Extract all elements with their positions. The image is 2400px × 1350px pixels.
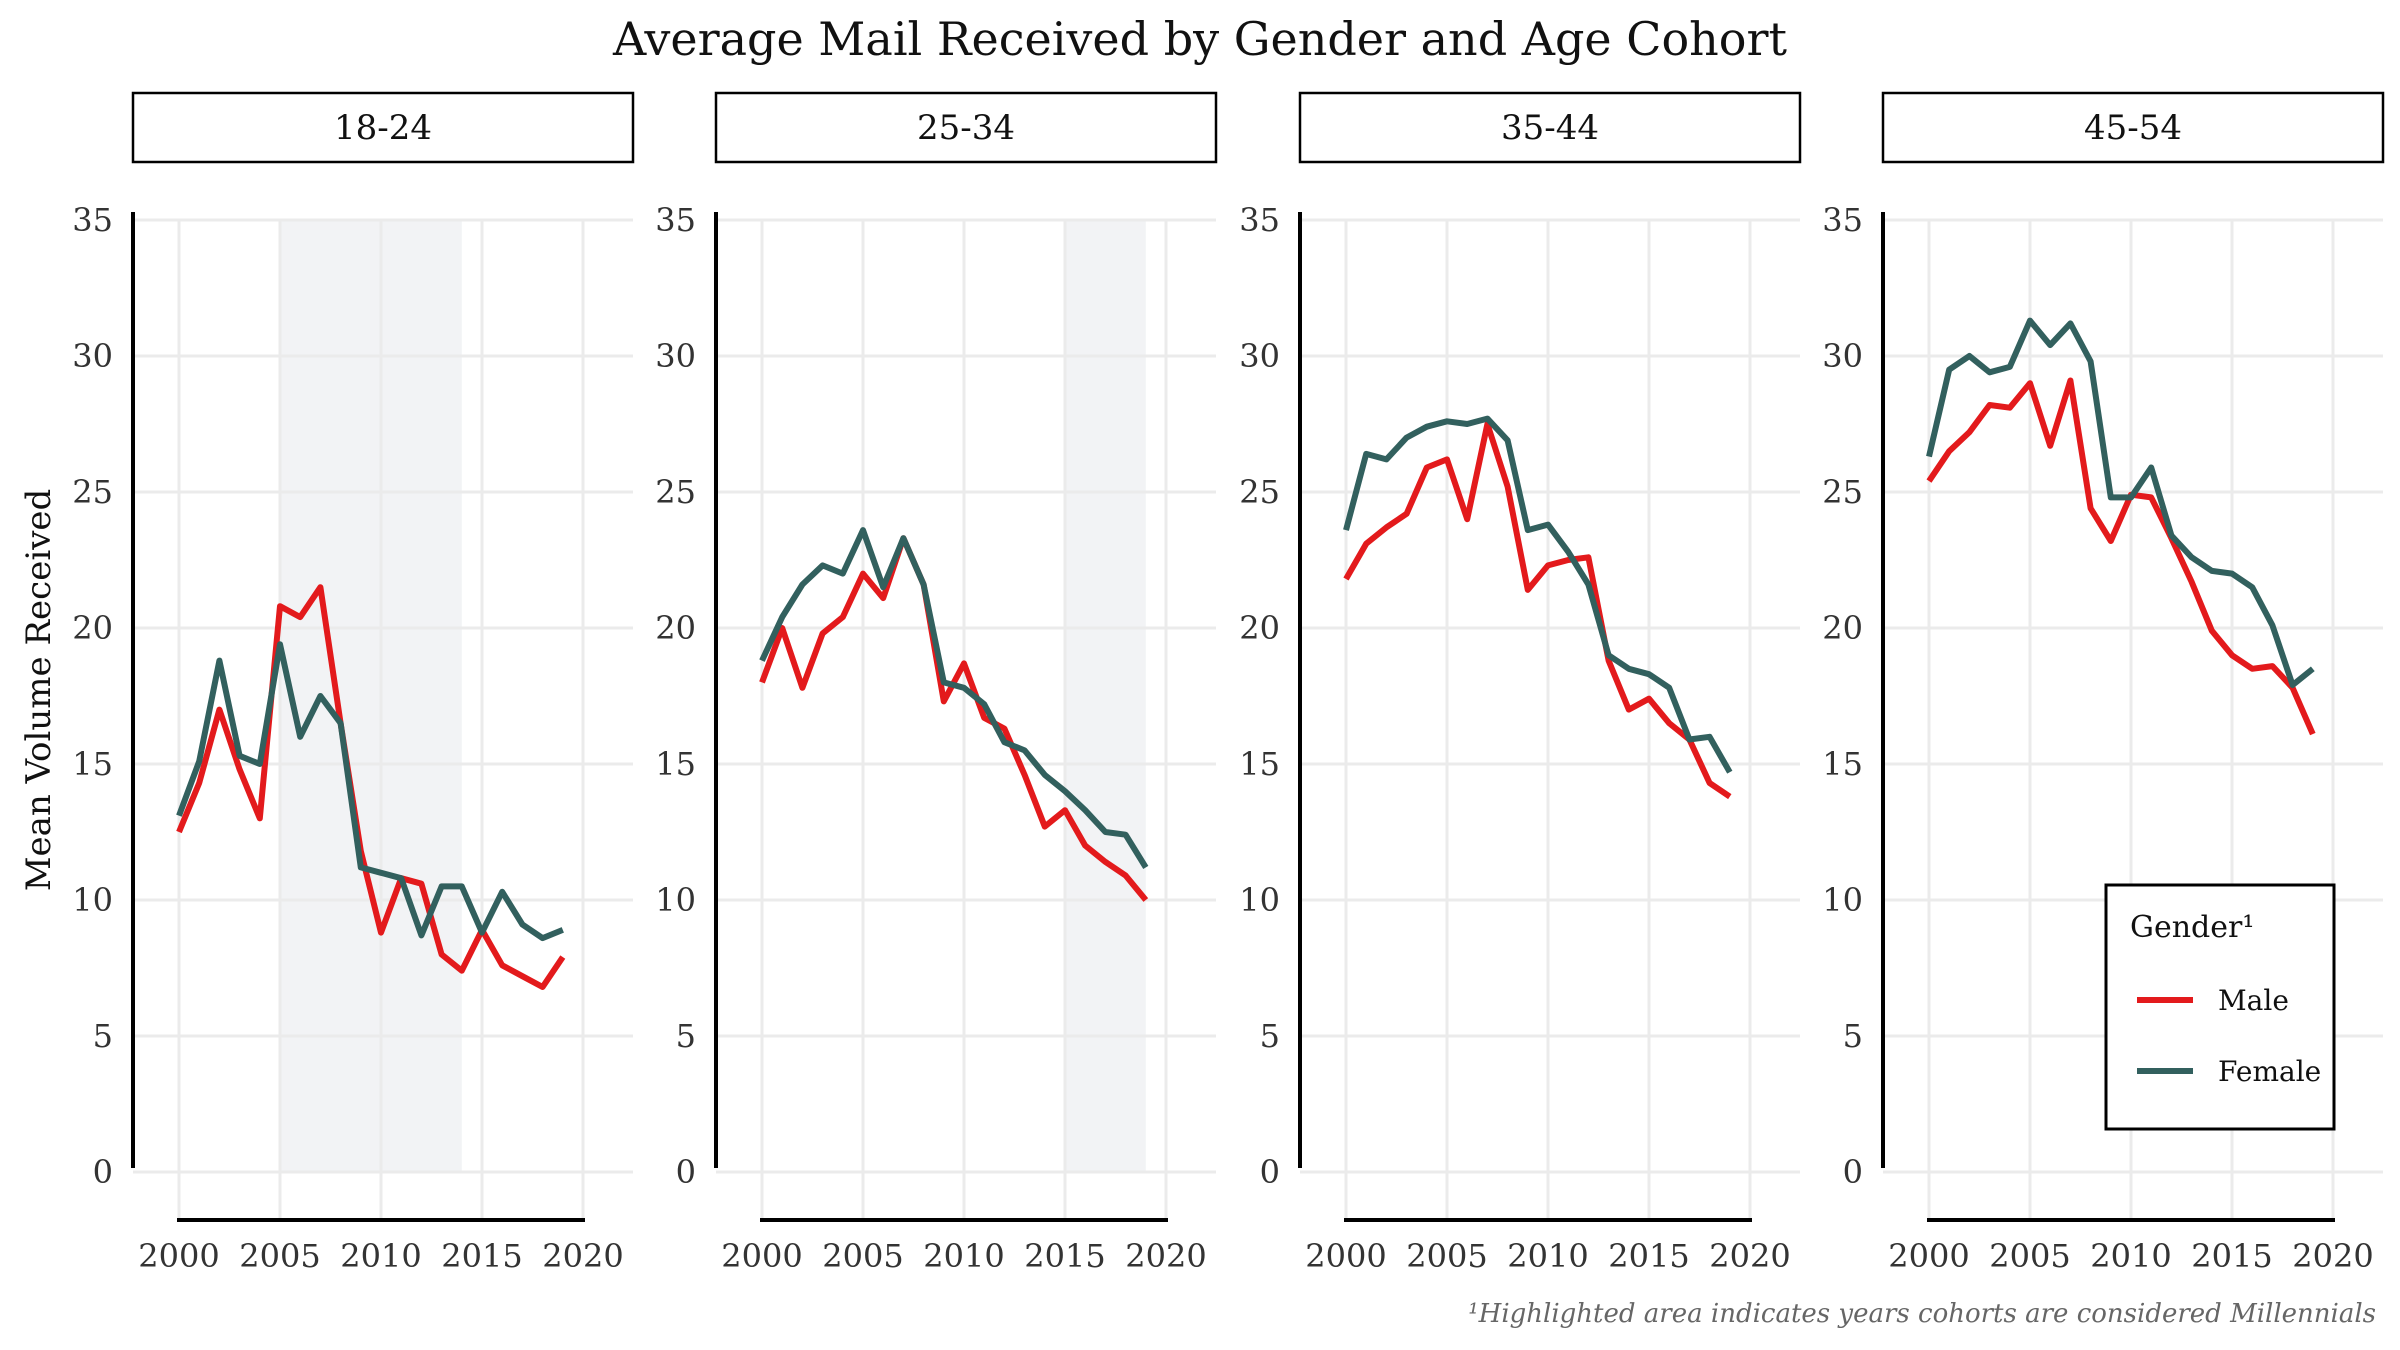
legend-label-female: Female	[2218, 1055, 2321, 1088]
x-tick-label: 2015	[441, 1237, 522, 1275]
y-tick-label: 20	[655, 609, 696, 647]
x-tick-label: 2010	[340, 1237, 421, 1275]
facet-strip-label: 45-54	[2084, 108, 2182, 148]
chart-caption: ¹Highlighted area indicates years cohort…	[1468, 1299, 2376, 1329]
x-tick-label: 2000	[721, 1237, 802, 1275]
x-tick-label: 2015	[1608, 1237, 1689, 1275]
y-tick-label: 25	[72, 473, 113, 511]
y-tick-label: 5	[676, 1017, 696, 1055]
facet-strip	[714, 91, 1218, 164]
x-tick-label: 2010	[923, 1237, 1004, 1275]
x-tick-label: 2020	[542, 1237, 623, 1275]
y-tick-label: 10	[1239, 881, 1280, 919]
series-line-female	[176, 641, 564, 942]
y-tick-label: 20	[1822, 609, 1863, 647]
y-tick-label: 25	[1822, 473, 1863, 511]
panel-45-54: 45-54 0 5 10 15 20 25 30 35 2000 2005 2010 2015 2020	[1822, 91, 2385, 1275]
panel-18-24: 18-24 0 5 10 15 20 25 30 35 2000 2005 2010 2015 2020	[72, 91, 635, 1275]
x-tick-label: 2005	[1406, 1237, 1487, 1275]
y-tick-label: 20	[72, 609, 113, 647]
y-tick-label: 30	[72, 337, 113, 375]
y-tick-label: 35	[1822, 201, 1863, 239]
y-tick-label: 30	[1239, 337, 1280, 375]
y-tick-label: 0	[1260, 1153, 1280, 1191]
series-line-female	[1926, 317, 2315, 689]
facet-strip	[131, 91, 635, 164]
millennial-highlight	[1065, 220, 1146, 1172]
y-tick-label: 15	[655, 745, 696, 783]
facet-strip-label: 25-34	[917, 108, 1015, 148]
panel-25-34: 25-34 0 5 10 15 20 25 30 35 2000 2005 2010 2015 2020	[655, 91, 1218, 1275]
y-tick-label: 10	[72, 881, 113, 919]
y-tick-label: 25	[1239, 473, 1280, 511]
y-tick-label: 35	[655, 201, 696, 239]
facet-strip	[1298, 91, 1802, 164]
series-line-female	[1343, 415, 1733, 774]
y-tick-label: 35	[1239, 201, 1280, 239]
legend-title: Gender¹	[2130, 910, 2254, 945]
y-tick-label: 0	[676, 1153, 696, 1191]
x-tick-label: 2015	[2191, 1237, 2272, 1275]
x-tick-label: 2005	[822, 1237, 903, 1275]
y-tick-label: 10	[1822, 881, 1863, 919]
series-line-male	[1343, 421, 1732, 800]
y-tick-label: 30	[1822, 337, 1863, 375]
legend: Gender¹ Male Female	[2104, 883, 2336, 1131]
y-tick-label: 15	[1822, 745, 1863, 783]
x-tick-label: 2020	[1709, 1237, 1790, 1275]
y-tick-label: 35	[72, 201, 113, 239]
x-tick-label: 2000	[1305, 1237, 1386, 1275]
series-line-female	[759, 527, 1149, 869]
x-tick-label: 2010	[1507, 1237, 1588, 1275]
y-tick-label: 0	[93, 1153, 113, 1191]
x-tick-label: 2005	[1989, 1237, 2070, 1275]
x-tick-label: 2020	[1125, 1237, 1206, 1275]
facet-strip-label: 18-24	[334, 108, 432, 148]
x-tick-label: 2010	[2090, 1237, 2171, 1275]
series-line-male	[176, 584, 566, 990]
x-tick-label: 2000	[1888, 1237, 1969, 1275]
y-tick-label: 0	[1843, 1153, 1863, 1191]
y-tick-label: 5	[93, 1017, 113, 1055]
facet-strip-label: 35-44	[1501, 108, 1599, 148]
x-tick-label: 2005	[239, 1237, 320, 1275]
facet-strip	[1881, 91, 2385, 164]
x-tick-label: 2000	[138, 1237, 219, 1275]
y-tick-label: 10	[655, 881, 696, 919]
millennial-highlight	[280, 220, 462, 1172]
y-axis-title: Mean Volume Received	[19, 489, 59, 892]
y-tick-label: 20	[1239, 609, 1280, 647]
y-tick-label: 5	[1260, 1017, 1280, 1055]
y-tick-label: 15	[72, 745, 113, 783]
chart-title: Average Mail Received by Gender and Age …	[612, 12, 1787, 66]
legend-label-male: Male	[2218, 984, 2289, 1017]
x-tick-label: 2015	[1024, 1237, 1105, 1275]
x-tick-label: 2020	[2292, 1237, 2373, 1275]
y-tick-label: 15	[1239, 745, 1280, 783]
series-line-male	[1926, 377, 2316, 736]
y-tick-label: 5	[1843, 1017, 1863, 1055]
y-tick-label: 30	[655, 337, 696, 375]
panel-35-44: 35-44 0 5 10 15 20 25 30 35 2000 2005 2010 2015 2020	[1239, 91, 1802, 1275]
legend-box	[2104, 883, 2336, 1131]
y-tick-label: 25	[655, 473, 696, 511]
